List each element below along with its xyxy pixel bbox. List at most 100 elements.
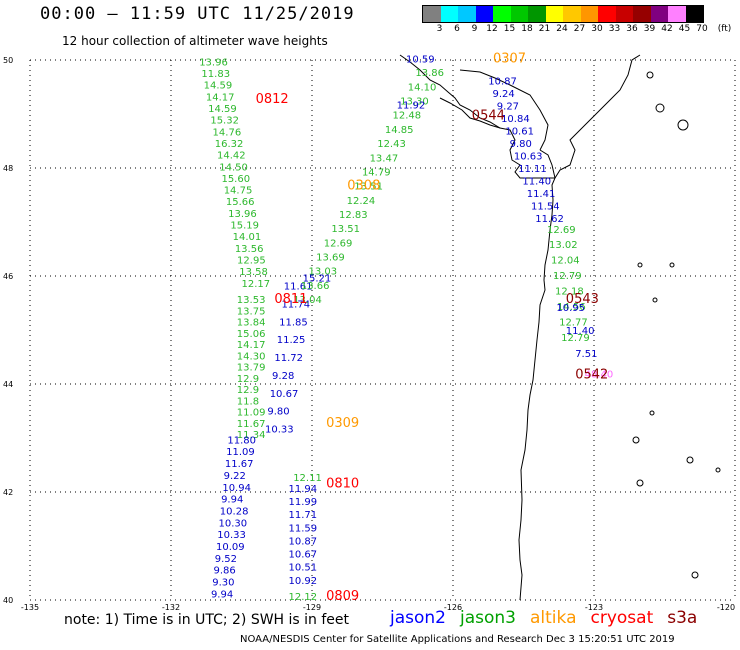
legend-item: altika (530, 608, 577, 628)
wave-height-value: 14.01 (233, 232, 262, 243)
wave-height-value: 15.19 (230, 221, 259, 232)
wave-height-value: 13.86 (415, 68, 444, 79)
wave-height-value: 10.84 (501, 114, 530, 125)
wave-height-value: 10.63 (514, 151, 543, 162)
footer-credit: NOAA/NESDIS Center for Satellite Applica… (240, 634, 675, 645)
wave-height-value: 13.66 (301, 281, 330, 292)
wave-height-value: 14.56 (557, 302, 586, 313)
wave-height-value: 14.30 (237, 351, 266, 362)
wave-height-value: 10.94 (222, 483, 251, 494)
wave-height-value: 11.34 (237, 430, 266, 441)
wave-height-value: 12.17 (242, 279, 271, 290)
colorbar-swatch (685, 6, 703, 22)
track-time-tag: 0809 (326, 589, 359, 604)
colorbar-swatch (545, 6, 563, 22)
lat-label: 48 (3, 164, 13, 173)
wave-height-value: 11.41 (527, 189, 556, 200)
lat-lon-grid: 50 48 46 44 42 40 -135 -132 -129 -126 -123 -120 (3, 56, 736, 612)
page-title: 00:00 – 11:59 UTC 11/25/2019 (40, 4, 355, 24)
wave-height-value: 10.67 (270, 389, 299, 400)
colorbar-tick-label: 42 (661, 24, 673, 34)
wave-height-value: 11.83 (201, 69, 230, 80)
wave-height-value: 10.95 (556, 303, 585, 314)
track-time-tag: 0810 (326, 477, 359, 492)
wave-height-value: 9.52 (215, 554, 237, 565)
colorbar-swatch (580, 6, 598, 22)
lon-label: -132 (162, 603, 180, 612)
wave-height-value: 14.17 (206, 92, 235, 103)
colorbar-swatch (633, 6, 651, 22)
colorbar-swatch (668, 6, 686, 22)
wave-height-value: 12.12 (289, 592, 318, 603)
wave-height-value: 11.40 (522, 176, 551, 187)
track-time-tag: 0308 (347, 179, 380, 194)
colorbar-swatch (493, 6, 511, 22)
track-time-tag: 0544 (472, 108, 505, 123)
colorbar-tick-label: 24 (556, 24, 568, 34)
legend-item: cryosat (590, 608, 654, 628)
wave-height-value: 15.32 (210, 116, 239, 127)
wave-height-value: 13.56 (235, 244, 264, 255)
wave-height-value: 11.85 (279, 317, 308, 328)
wave-height-value: 9.80 (510, 139, 532, 150)
wave-height-value: 48.40 (585, 370, 614, 381)
colorbar-tick-label: 6 (454, 24, 460, 34)
wave-height-value: 10.33 (217, 530, 246, 541)
wave-height-value: 12.69 (547, 225, 576, 236)
wave-height-value: 10.87 (289, 536, 318, 547)
satellite-legend: jason2 jason3 altika cryosat s3a (390, 608, 711, 628)
colorbar-tick-label: 33 (608, 24, 621, 34)
legend-item: jason3 (460, 608, 516, 628)
wave-height-value: 10.09 (216, 542, 245, 553)
wave-height-value: 7.51 (575, 349, 597, 360)
colorbar-tick-label: 30 (591, 24, 603, 34)
colorbar-tick-label: 39 (643, 24, 656, 34)
lon-label: -135 (21, 603, 39, 612)
wave-height-value: 14.50 (219, 162, 248, 173)
colorbar-swatch (423, 6, 441, 22)
colorbar-swatch (510, 6, 528, 22)
track-time-tag: 0307 (493, 52, 526, 67)
wave-height-value: 12.83 (339, 210, 368, 221)
wave-height-value: 15.66 (226, 197, 255, 208)
wave-height-value: 11.40 (566, 326, 595, 337)
wave-height-value: 13.96 (228, 209, 257, 220)
colorbar-swatch (650, 6, 668, 22)
wave-height-value: 11.99 (289, 497, 318, 508)
wave-height-value: 12.18 (555, 287, 584, 298)
wave-height-value: 12.04 (551, 256, 580, 267)
wave-height-value: 12.11 (293, 473, 322, 484)
wave-height-value: 12.9 (237, 374, 259, 385)
wave-height-value: 10.28 (220, 506, 249, 517)
wave-height-value: 13.58 (239, 267, 268, 278)
lat-label: 40 (3, 596, 13, 605)
wave-height-value: 12.9 (237, 385, 259, 396)
colorbar-swatch (458, 6, 476, 22)
track-time-tag: 0812 (256, 92, 289, 107)
wave-height-value: 12.79 (553, 271, 582, 282)
wave-height-value: 11.94 (289, 484, 318, 495)
colorbar-tick-label: 15 (503, 24, 516, 34)
wave-height-value: 11.67 (225, 459, 254, 470)
track-time-tag: 0543 (566, 292, 599, 307)
colorbar-ticks: 3 6 9 12 15 18 21 24 27 30 33 36 39 42 45 70 (ft) (422, 24, 740, 36)
footer-note: note: 1) Time is in UTC; 2) SWH is in fe… (64, 612, 350, 628)
wave-height-value: 9.94 (211, 589, 233, 600)
colorbar-swatch (598, 6, 616, 22)
wave-height-value: 11.72 (274, 353, 303, 364)
wave-height-value: 12.69 (324, 238, 353, 249)
lat-label: 46 (3, 272, 13, 281)
track-time-tag: 0811 (274, 292, 307, 307)
wave-height-value: 11.09 (237, 408, 266, 419)
colorbar-tick-label: 9 (471, 24, 478, 34)
wave-height-value: 11.59 (289, 523, 318, 534)
colorbar-swatch (440, 6, 458, 22)
wave-height-value: 14.79 (362, 167, 391, 178)
wave-height-value: 14.59 (204, 81, 233, 92)
legend-item: jason2 (390, 608, 446, 628)
wave-height-value: 10.92 (289, 576, 318, 587)
wave-height-value: 11.71 (289, 510, 318, 521)
colorbar-swatch (528, 6, 546, 22)
colorbar-swatch (563, 6, 581, 22)
wave-height-value: 13.47 (370, 153, 399, 164)
